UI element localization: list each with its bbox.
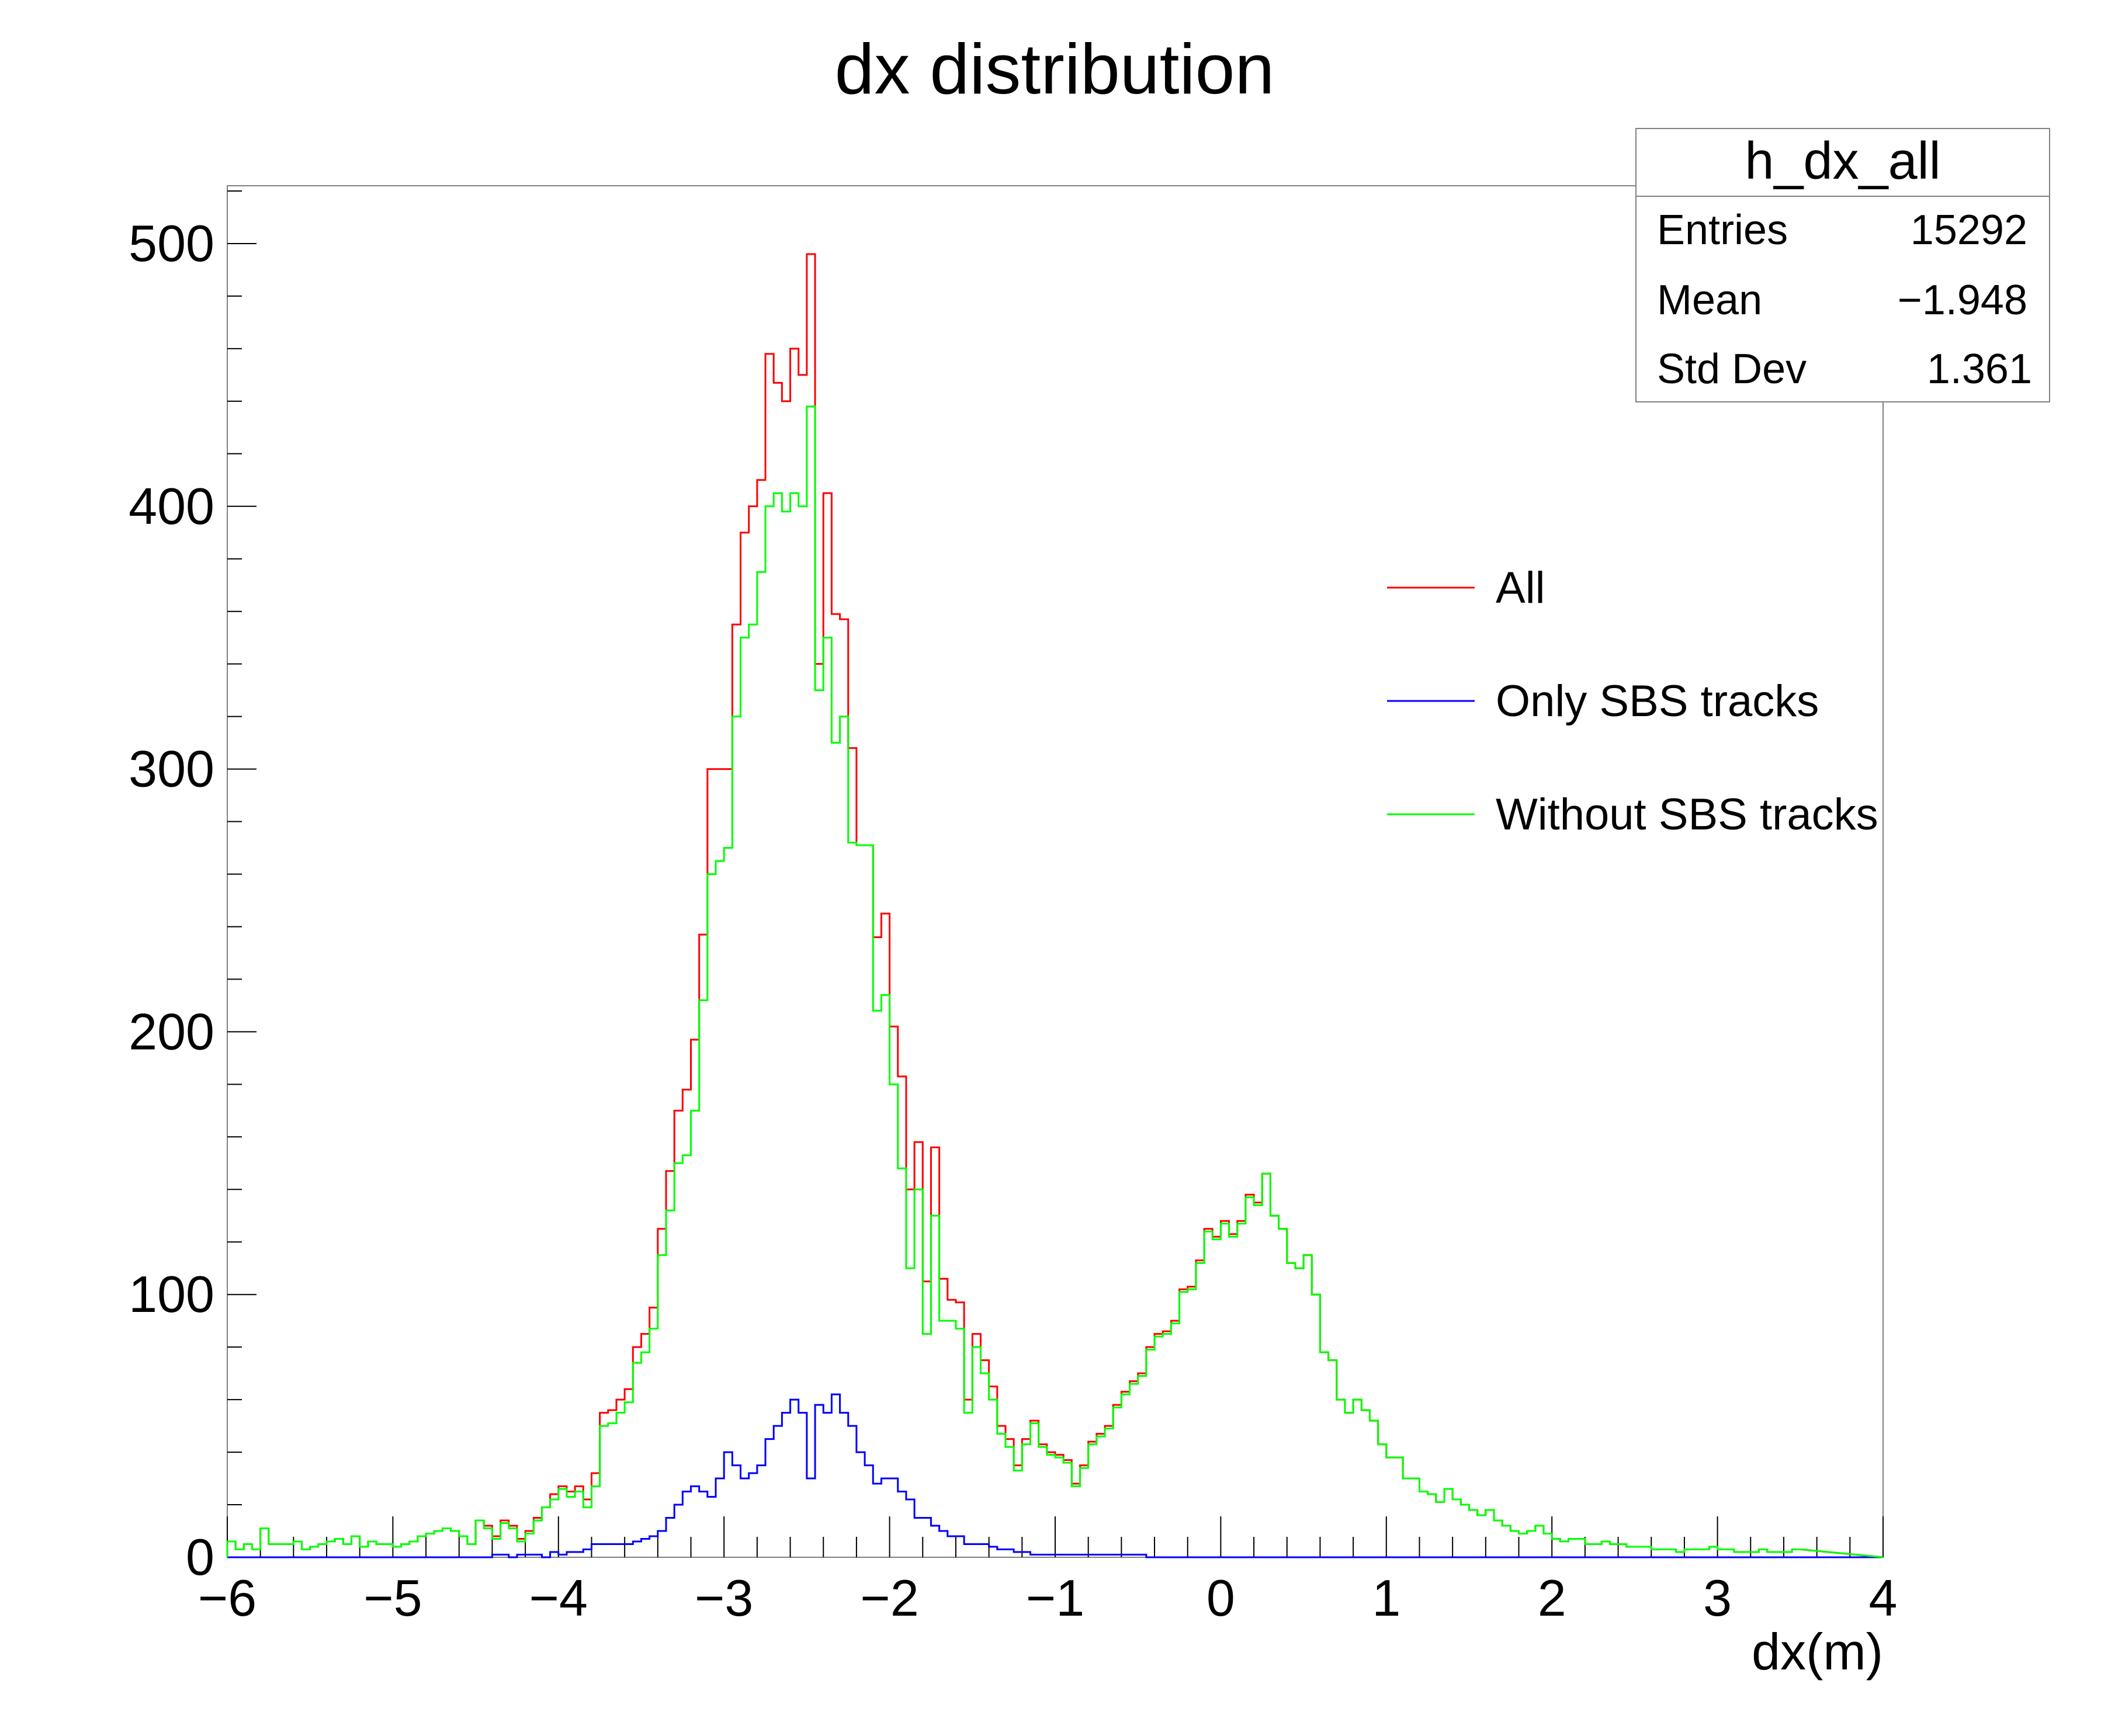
- x-tick-label: −5: [363, 1569, 422, 1627]
- y-tick-label: 100: [129, 1265, 214, 1323]
- y-tick-label: 200: [129, 1002, 214, 1060]
- y-tick-label: 500: [129, 214, 214, 272]
- stats-entries-value: 15292: [1911, 207, 2027, 254]
- stats-mean-value: −1.948: [1898, 277, 2027, 324]
- legend: All Only SBS tracks Without SBS tracks: [1387, 563, 1878, 839]
- series-layer: [226, 253, 1884, 1558]
- series-line-3: [226, 405, 1884, 1558]
- y-tick-label: 0: [186, 1528, 214, 1586]
- stats-stddev-value: 1.361: [1927, 346, 2032, 393]
- legend-label-all: All: [1496, 563, 1545, 613]
- series-line-2: [227, 1393, 1883, 1558]
- legend-label-without-sbs: Without SBS tracks: [1496, 790, 1878, 839]
- x-tick-label: 1: [1372, 1569, 1400, 1627]
- x-tick-label: −2: [860, 1569, 918, 1627]
- y-tick-label: 400: [129, 477, 214, 535]
- x-tick-label: −3: [695, 1569, 753, 1627]
- x-tick-label: 2: [1538, 1569, 1566, 1627]
- stats-mean-label: Mean: [1657, 277, 1762, 324]
- x-tick-label: −1: [1026, 1569, 1084, 1627]
- x-axis-label: dx(m): [1752, 1623, 1883, 1681]
- x-tick-label: 4: [1869, 1569, 1898, 1627]
- stats-box-title: h_dx_all: [1745, 132, 1940, 190]
- x-tick-label: 3: [1703, 1569, 1732, 1627]
- stats-box: h_dx_all Entries 15292 Mean −1.948 Std D…: [1635, 128, 2050, 402]
- stats-entries-label: Entries: [1657, 207, 1788, 254]
- stats-box-frame: [1635, 128, 2050, 402]
- y-tick-label: 300: [129, 740, 214, 798]
- x-tick-label: 0: [1206, 1569, 1235, 1627]
- legend-label-only-sbs: Only SBS tracks: [1496, 676, 1819, 726]
- x-tick-label: −4: [529, 1569, 588, 1627]
- stats-stddev-label: Std Dev: [1657, 346, 1807, 393]
- axis-tick-labels: 0 100 200 300 400 500 −6 −5 −4 −3 −2 −1 0 1 2 3 4: [129, 214, 1897, 1627]
- x-tick-label: −6: [198, 1569, 256, 1627]
- chart-title: dx distribution: [835, 29, 1275, 109]
